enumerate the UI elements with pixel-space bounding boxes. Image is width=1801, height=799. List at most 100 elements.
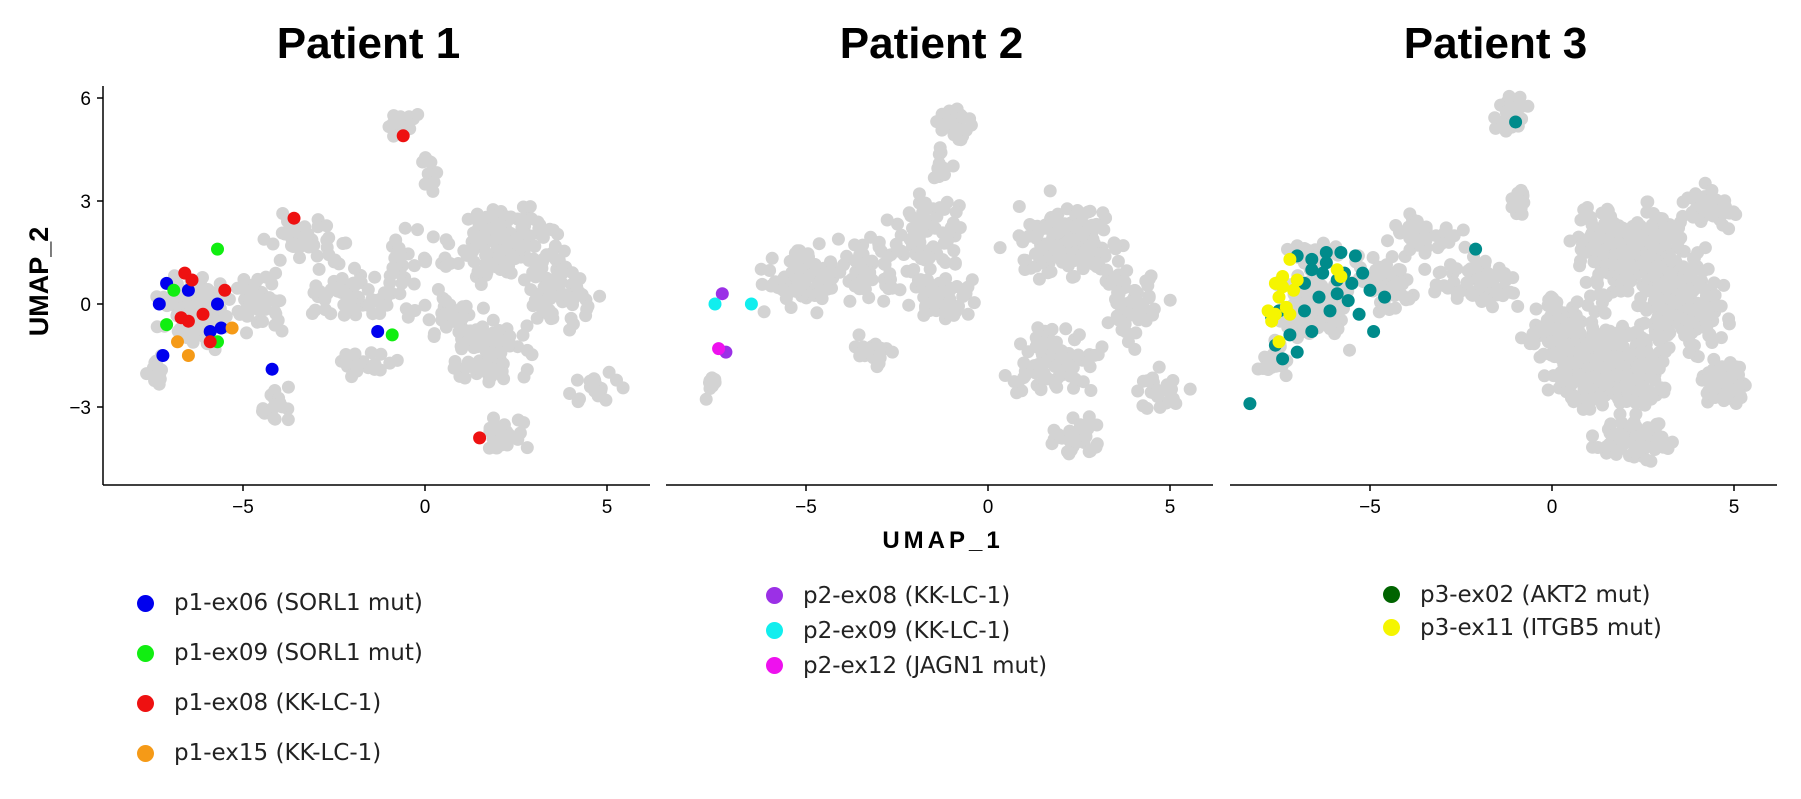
legend-swatch [137, 694, 154, 712]
background-cell [348, 261, 361, 275]
background-cell [537, 223, 551, 237]
data-point [171, 335, 184, 349]
background-cell [1128, 284, 1142, 297]
data-point [1334, 246, 1348, 259]
background-cell [1521, 99, 1535, 113]
legend-swatch [137, 744, 154, 762]
data-point [1272, 290, 1286, 304]
background-cell [961, 307, 975, 321]
background-cells [699, 102, 1197, 461]
background-cell [865, 254, 879, 268]
background-cell [1674, 275, 1688, 289]
panel-patient-1: Patient 1 −5 0 5 6 3 0 −3 UMAP_2 [24, 19, 650, 518]
background-cell [938, 168, 951, 182]
background-cell [1629, 446, 1642, 460]
background-cell [1121, 335, 1135, 349]
background-cell [1729, 208, 1743, 221]
background-cell [1585, 331, 1599, 345]
background-cell [166, 294, 180, 308]
background-cell [1586, 321, 1600, 335]
legend-patient-3: p3-ex02 (AKT2 mut) p3-ex11 (ITGB5 mut) [1383, 578, 1662, 644]
background-cell [1686, 210, 1700, 224]
background-cell [568, 277, 582, 291]
background-cell [1478, 254, 1492, 268]
background-cell [1381, 234, 1394, 248]
background-cell [298, 220, 312, 234]
background-cell [439, 259, 453, 273]
legend-label: p3-ex02 (AKT2 mut) [1420, 581, 1651, 608]
background-cell [1650, 283, 1664, 297]
background-cell [256, 315, 269, 328]
background-cell [395, 276, 409, 290]
background-cell [546, 273, 560, 287]
background-cell [467, 226, 481, 240]
background-cell [1682, 346, 1696, 359]
background-cell [1698, 241, 1712, 255]
y-tick-label: 0 [80, 295, 91, 316]
legend-swatch [766, 657, 783, 674]
background-cell [307, 286, 321, 300]
background-cell [293, 251, 306, 265]
data-point [1348, 249, 1362, 263]
data-point [181, 314, 195, 328]
background-cell [525, 212, 538, 226]
background-cell [1308, 277, 1322, 291]
data-point [196, 307, 210, 321]
background-cell [1662, 341, 1676, 355]
data-point [1298, 304, 1311, 318]
background-cell [942, 298, 956, 312]
background-cell [1572, 344, 1586, 358]
background-cell [1537, 369, 1551, 383]
legend-swatch [1383, 619, 1400, 636]
background-cell [1030, 230, 1044, 244]
background-cell [699, 392, 713, 406]
background-cell [1671, 236, 1684, 250]
background-cell [427, 330, 441, 343]
legend-item: p1-ex08 (KK-LC-1) [137, 678, 423, 728]
background-cell [1403, 231, 1417, 245]
background-cell [944, 221, 958, 235]
data-point [715, 287, 729, 301]
background-cell [459, 361, 473, 374]
background-cell [1063, 369, 1077, 383]
background-cell [525, 348, 539, 362]
background-cell [993, 241, 1007, 255]
background-cell [426, 230, 440, 244]
background-cell [1596, 398, 1609, 412]
background-cell [522, 253, 536, 267]
background-cell [1550, 322, 1564, 336]
background-cell [275, 324, 289, 338]
background-cell [593, 289, 607, 303]
background-cell [452, 325, 466, 339]
background-cell [1419, 220, 1433, 234]
background-cell [1581, 298, 1595, 312]
background-cell [949, 205, 963, 219]
background-cell [883, 267, 897, 281]
x-tick-label: 0 [983, 497, 994, 518]
background-cell [877, 294, 891, 308]
background-cell [1701, 366, 1715, 380]
background-cell [1722, 312, 1736, 326]
data-point [1330, 287, 1344, 301]
data-point [1272, 335, 1286, 349]
background-cell [920, 273, 934, 287]
background-cell [528, 239, 542, 253]
background-cell [808, 258, 822, 271]
y-axis-title: UMAP_2 [24, 227, 54, 337]
background-cell [777, 284, 791, 298]
background-cell [1059, 322, 1073, 336]
background-cell [789, 251, 803, 265]
background-cell [1683, 267, 1697, 281]
background-cell [1573, 259, 1587, 273]
background-cell [1137, 301, 1151, 315]
background-cell [1034, 383, 1048, 397]
background-cell [407, 277, 421, 291]
background-cell [1579, 275, 1593, 289]
background-cell [1637, 380, 1651, 394]
background-cell [891, 217, 904, 231]
background-cell [1638, 398, 1652, 412]
background-cell [1578, 392, 1591, 406]
background-cell [393, 287, 407, 301]
background-cell [501, 339, 515, 352]
background-cell [411, 223, 424, 237]
